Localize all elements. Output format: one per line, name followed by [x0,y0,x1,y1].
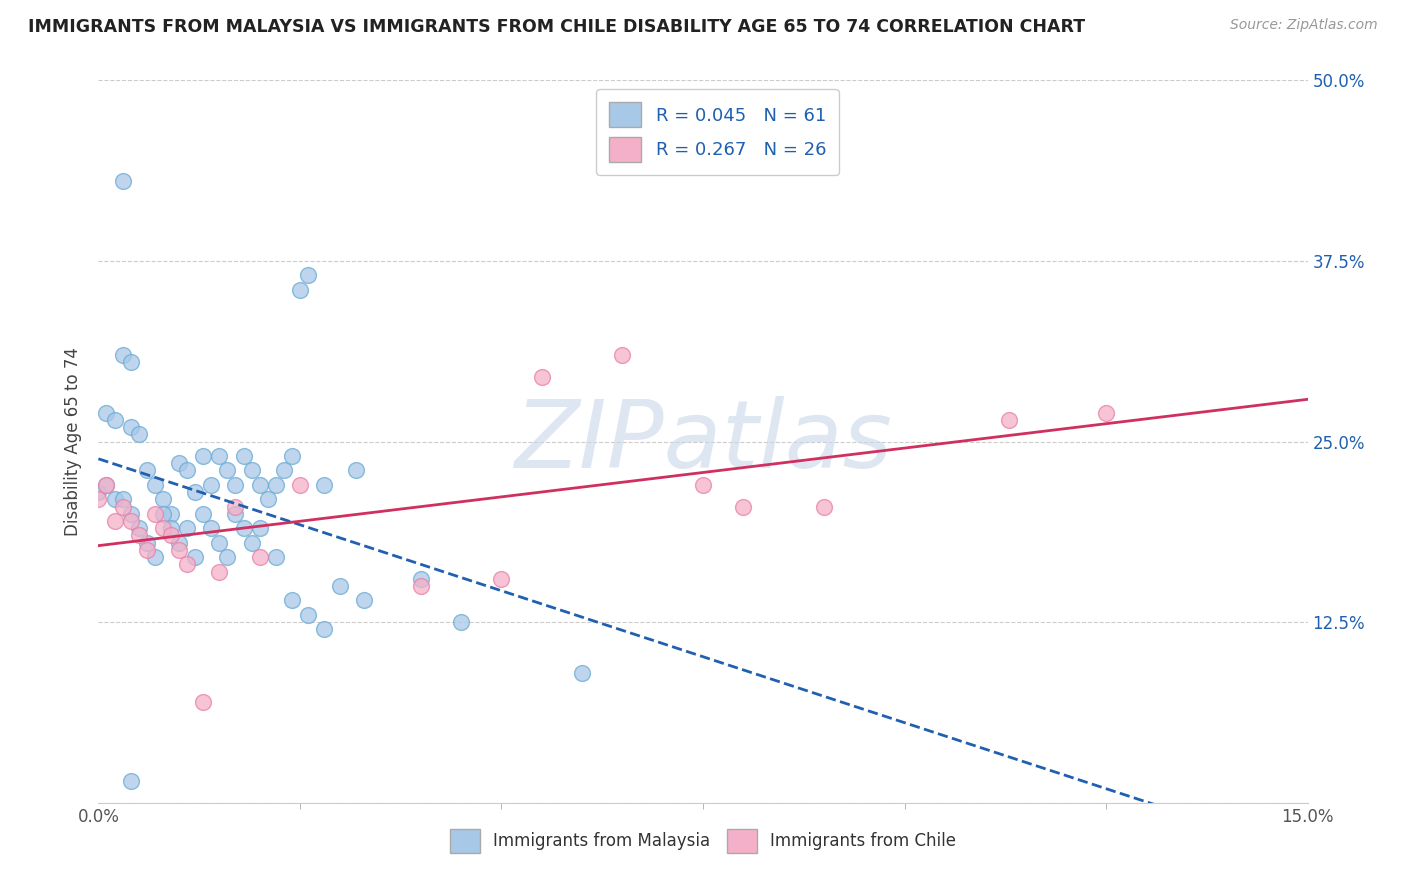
Point [264,478,287,492]
Point [111,492,134,507]
Point [232,449,254,463]
Point [256,492,278,507]
Text: ZIPatlas: ZIPatlas [515,396,891,487]
Point [200,478,222,492]
Y-axis label: Disability Age 65 to 74: Disability Age 65 to 74 [65,347,83,536]
Point [143,507,166,521]
Point [217,463,239,477]
Point [1095,406,1118,420]
Point [491,572,513,586]
Point [692,478,714,492]
Point [128,528,150,542]
Point [135,535,157,549]
Point [450,615,472,630]
Point [530,369,553,384]
Point [297,607,319,622]
Point [249,521,271,535]
Point [612,348,634,362]
Point [135,463,157,477]
Point [998,413,1021,427]
Point [264,550,287,565]
Point [224,507,246,521]
Point [176,558,198,572]
Point [120,507,142,521]
Point [224,478,246,492]
Point [120,774,142,789]
Point [273,463,295,477]
Point [96,478,118,492]
Point [128,427,150,442]
Point [193,695,215,709]
Point [409,572,432,586]
Point [329,579,352,593]
Point [733,500,755,514]
Point [167,535,190,549]
Point [297,268,319,283]
Point [111,174,134,188]
Point [167,542,190,557]
Point [224,500,246,514]
Point [143,478,166,492]
Point [208,565,231,579]
Point [152,492,174,507]
Point [135,542,157,557]
Point [176,463,198,477]
Point [103,492,125,507]
Point [353,593,375,607]
Point [288,283,311,297]
Point [314,623,336,637]
Point [571,665,593,680]
Point [160,507,183,521]
Point [217,550,239,565]
Point [176,521,198,535]
Point [96,478,118,492]
Point [120,420,142,434]
Point [281,449,304,463]
Point [143,550,166,565]
Point [120,355,142,369]
Point [103,514,125,528]
Point [167,456,190,470]
Point [240,535,263,549]
Point [184,550,207,565]
Point [128,521,150,535]
Point [193,449,215,463]
Text: Source: ZipAtlas.com: Source: ZipAtlas.com [1230,18,1378,32]
Legend: Immigrants from Malaysia, Immigrants from Chile: Immigrants from Malaysia, Immigrants fro… [443,822,963,860]
Point [111,348,134,362]
Point [103,413,125,427]
Point [193,507,215,521]
Point [87,492,110,507]
Point [96,406,118,420]
Point [160,528,183,542]
Text: IMMIGRANTS FROM MALAYSIA VS IMMIGRANTS FROM CHILE DISABILITY AGE 65 TO 74 CORREL: IMMIGRANTS FROM MALAYSIA VS IMMIGRANTS F… [28,18,1085,36]
Point [120,514,142,528]
Point [281,593,304,607]
Point [87,485,110,500]
Point [152,521,174,535]
Point [249,478,271,492]
Point [208,535,231,549]
Point [813,500,835,514]
Point [184,485,207,500]
Point [344,463,367,477]
Point [208,449,231,463]
Point [111,500,134,514]
Point [160,521,183,535]
Point [240,463,263,477]
Point [152,507,174,521]
Point [232,521,254,535]
Point [314,478,336,492]
Point [409,579,432,593]
Point [249,550,271,565]
Point [200,521,222,535]
Point [288,478,311,492]
